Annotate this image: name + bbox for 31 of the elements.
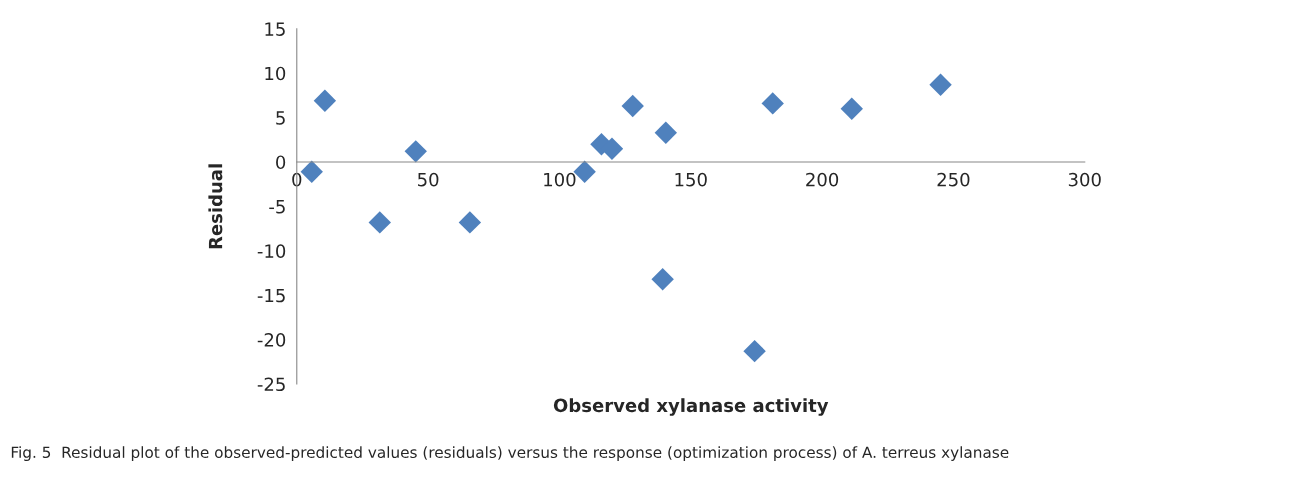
x-tick-label: 150 xyxy=(675,172,707,187)
y-tick-label: 15 xyxy=(265,22,285,36)
x-tick-label: 300 xyxy=(1068,172,1101,187)
y-tick-label: -15 xyxy=(257,288,285,303)
x-tick-label: 50 xyxy=(418,172,439,187)
point xyxy=(313,89,337,112)
y-tick-label: -25 xyxy=(257,377,285,392)
point xyxy=(840,97,863,120)
y-tick-label: -10 xyxy=(257,244,286,258)
point xyxy=(654,121,678,144)
y-tick-label: 0 xyxy=(276,155,286,170)
x-tick-label: 0 xyxy=(292,172,302,187)
x-tick-label: 100 xyxy=(544,172,576,187)
point xyxy=(300,160,323,183)
y-tick-label: 5 xyxy=(276,111,285,125)
point xyxy=(743,339,766,363)
caption: Fig. 5 Residual plot of the observed-predicted values (residuals) versus the response (optimization process) of A. terreus xylanase xyxy=(11,446,1009,461)
y-axis-title: Residual xyxy=(208,164,223,249)
point xyxy=(458,211,482,234)
y-tick-label: -5 xyxy=(269,200,285,214)
point xyxy=(929,73,952,96)
y-tick-label: -20 xyxy=(257,333,286,347)
point xyxy=(621,94,644,118)
y-tick-label: 10 xyxy=(265,66,286,81)
point xyxy=(404,140,427,163)
point xyxy=(368,211,391,234)
x-tick-label: 200 xyxy=(806,172,839,187)
point xyxy=(761,92,784,115)
x-tick-label: 250 xyxy=(937,172,970,187)
x-axis-title: Observed xylanase activity xyxy=(553,398,829,416)
point xyxy=(651,268,674,291)
